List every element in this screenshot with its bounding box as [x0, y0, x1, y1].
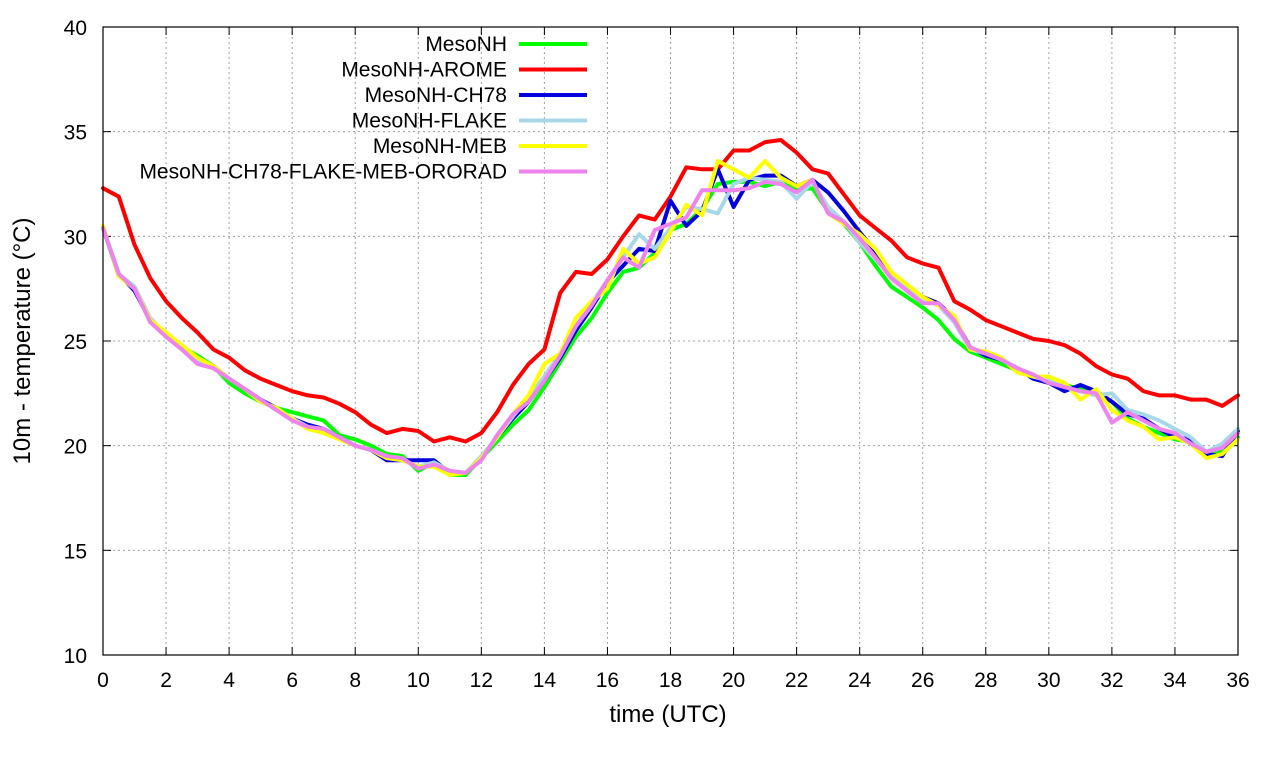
y-tick-label: 40	[64, 17, 87, 40]
series-line-mesonh-arome	[101, 138, 1240, 444]
y-axis-title: 10m - temperature (°C)	[9, 218, 36, 465]
x-tick-label: 28	[974, 669, 997, 692]
x-tick-label: 14	[533, 669, 557, 692]
x-tick-label: 36	[1226, 669, 1249, 692]
x-tick-label: 0	[97, 669, 109, 692]
y-tick-label: 20	[64, 436, 87, 459]
x-tick-label: 16	[596, 669, 619, 692]
legend-label: MesoNH-CH78	[365, 84, 507, 107]
x-tick-label: 6	[286, 669, 298, 692]
legend-label: MesoNH-FLAKE	[352, 110, 507, 133]
legend-label: MesoNH-CH78-FLAKE-MEB-ORORAD	[139, 161, 507, 184]
legend-label: MesoNH-AROME	[341, 59, 507, 82]
plot-frame	[102, 26, 1239, 656]
y-tick-label: 15	[64, 540, 87, 563]
y-tick-label: 30	[64, 226, 87, 249]
x-tick-label: 30	[1037, 669, 1060, 692]
x-tick-label: 10	[407, 669, 430, 692]
legend-label: MesoNH	[425, 33, 507, 56]
x-tick-label: 12	[470, 669, 493, 692]
x-tick-label: 22	[785, 669, 808, 692]
y-tick-label: 10	[64, 645, 87, 668]
x-tick-label: 4	[223, 669, 235, 692]
y-tick-label: 25	[64, 331, 87, 354]
x-tick-label: 20	[722, 669, 745, 692]
x-tick-label: 24	[848, 669, 872, 692]
x-tick-label: 18	[659, 669, 682, 692]
y-tick-label: 35	[64, 122, 87, 145]
series-layer	[101, 138, 1240, 477]
legend-label: MesoNH-MEB	[373, 135, 507, 158]
x-tick-label: 34	[1163, 669, 1187, 692]
axis-ticks: 0 2 4 6 8 10 12 14 16 18 20 22 24 26 28 30 32 34 361015202…	[64, 17, 1250, 692]
x-tick-label: 26	[911, 669, 934, 692]
series-line-mesonh-ch78-flake-meb-ororad	[101, 177, 1240, 475]
x-axis-title: time (UTC)	[609, 701, 726, 728]
x-tick-label: 32	[1100, 669, 1123, 692]
x-tick-label: 8	[349, 669, 361, 692]
x-tick-label: 2	[160, 669, 172, 692]
